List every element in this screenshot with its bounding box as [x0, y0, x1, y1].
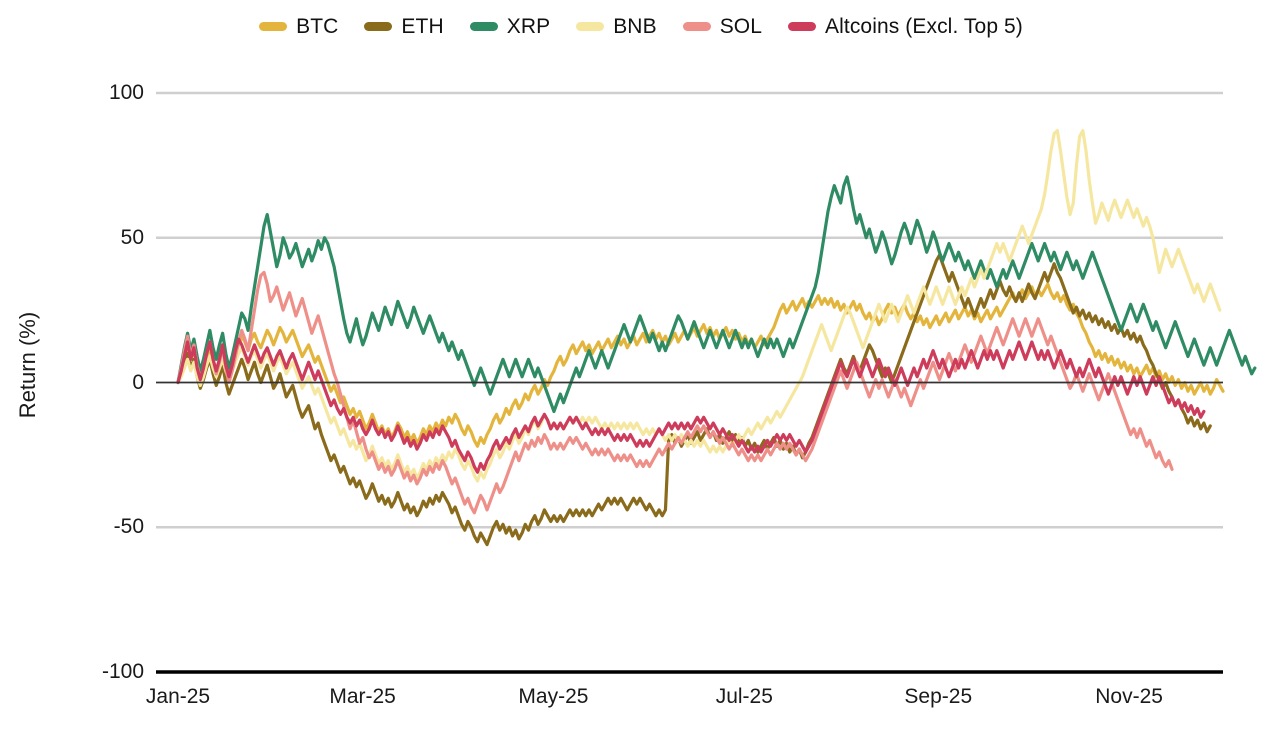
legend-label: SOL	[719, 15, 763, 38]
legend-label: XRP	[506, 15, 551, 38]
x-axis-tick-label: Jul-25	[715, 685, 773, 708]
legend-swatch-icon	[259, 22, 288, 31]
y-axis-tick-label: 50	[120, 225, 144, 249]
series-line-btc	[176, 282, 1225, 448]
y-axis-tick-label: 0	[132, 370, 144, 394]
y-axis-tick-label: -100	[101, 660, 144, 683]
legend-item-altcoins-excl-top-5[interactable]: Altcoins (Excl. Top 5)	[788, 16, 1023, 37]
series-line-altcoins-excl-top-5	[176, 337, 1206, 474]
legend-item-eth[interactable]: ETH	[364, 15, 444, 38]
y-axis-tick-label: 100	[108, 81, 144, 104]
x-axis-tick-label: Jan-25	[145, 685, 211, 708]
y-axis-tick-label: -50	[113, 515, 144, 539]
x-axis-tick-label: Sep-25	[904, 685, 973, 708]
series-line-eth	[176, 253, 1212, 547]
legend-item-btc[interactable]: BTC	[259, 16, 338, 37]
chart-legend: BTC ETH XRP BNB SOL Altcoins (Excl. Top 5)	[0, 16, 1282, 37]
legend-swatch-icon	[576, 22, 605, 31]
legend-swatch-icon	[469, 22, 498, 31]
y-axis-label: Return (%)	[15, 311, 40, 419]
legend-label: ETH	[401, 15, 444, 38]
series-line-bnb	[176, 129, 1222, 483]
series-line-sol	[176, 270, 1174, 515]
legend-label: BTC	[296, 15, 339, 38]
legend-label: BNB	[613, 15, 657, 38]
legend-swatch-icon	[364, 22, 393, 31]
legend-swatch-icon	[682, 22, 711, 31]
legend-label: Altcoins (Excl. Top 5)	[825, 15, 1023, 38]
legend-item-xrp[interactable]: XRP	[469, 15, 551, 38]
x-axis-tick-label: May-25	[518, 685, 589, 708]
legend-swatch-icon	[788, 22, 817, 31]
legend-item-sol[interactable]: SOL	[682, 15, 763, 38]
series-line-xrp	[176, 175, 1257, 414]
x-axis-tick-label: Mar-25	[329, 685, 396, 708]
legend-item-bnb[interactable]: BNB	[576, 15, 657, 38]
x-axis-tick-label: Nov-25	[1095, 685, 1163, 708]
